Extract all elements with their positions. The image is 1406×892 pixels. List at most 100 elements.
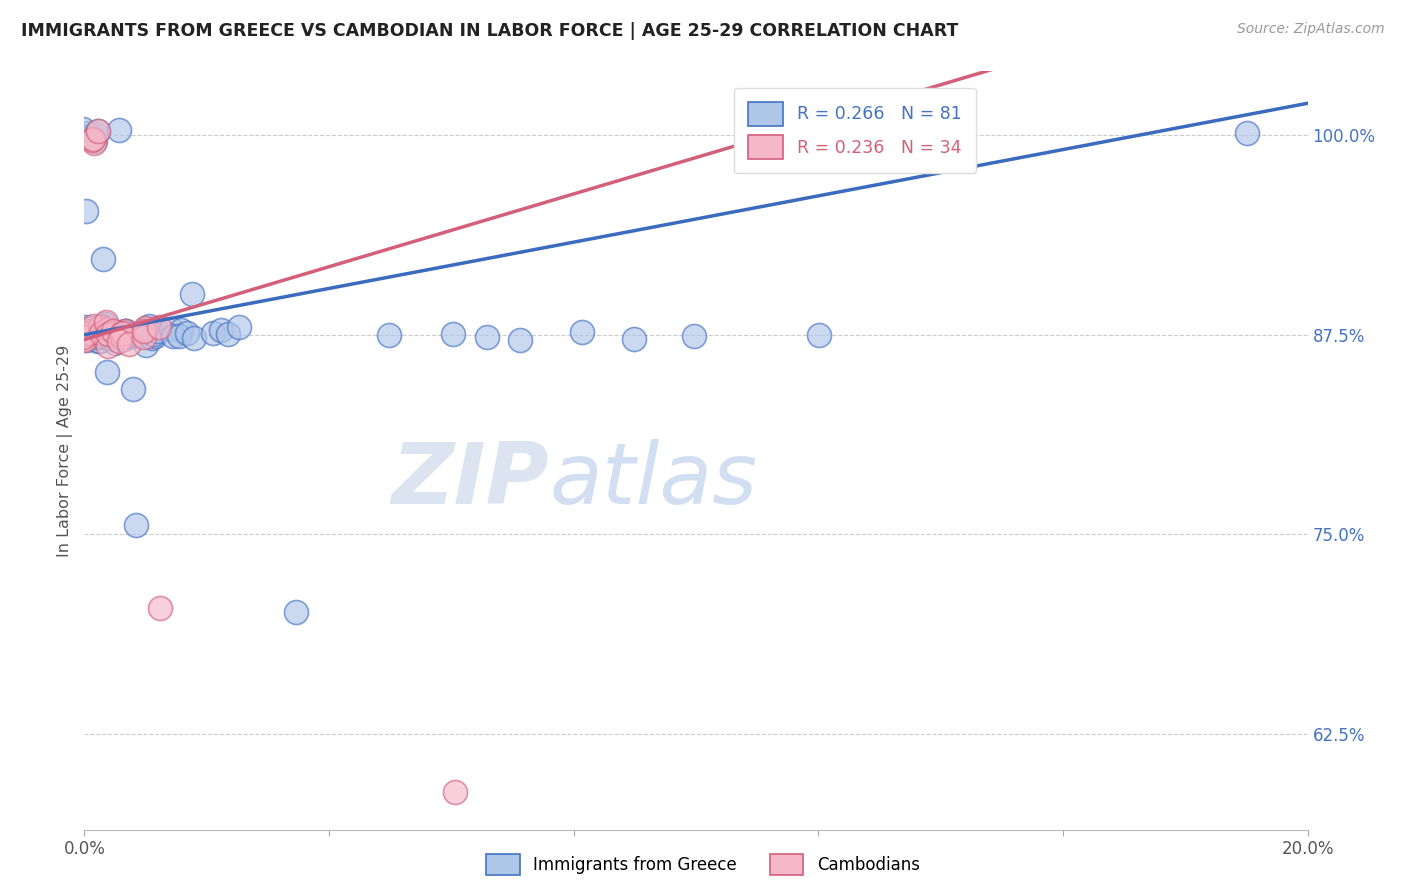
Point [75, 203, 97, 218]
Point [87, 329, 110, 343]
Point [143, 328, 166, 343]
Text: ZIP: ZIP [391, 439, 550, 523]
Point [69, 331, 91, 345]
Point [110, 327, 132, 342]
Point [125, 517, 148, 532]
Point [80, 133, 103, 147]
Text: atlas: atlas [550, 439, 758, 523]
Point [96, 315, 118, 329]
Point [84, 134, 107, 148]
Point [176, 326, 198, 340]
Point [98, 331, 121, 345]
Point [142, 327, 165, 342]
Legend: R = 0.266   N = 81, R = 0.236   N = 34: R = 0.266 N = 81, R = 0.236 N = 34 [734, 87, 976, 173]
Point [509, 333, 531, 347]
Point [135, 321, 157, 335]
Point [108, 326, 131, 341]
Point [134, 321, 156, 335]
Point [87, 334, 110, 348]
Point [285, 605, 308, 619]
Point [114, 325, 136, 339]
Point [73, 332, 96, 346]
Point [108, 331, 131, 345]
Point [80, 128, 103, 143]
Point [217, 326, 239, 341]
Point [138, 319, 160, 334]
Point [115, 324, 138, 338]
Point [122, 329, 145, 343]
Point [93, 317, 115, 331]
Point [141, 331, 163, 345]
Point [623, 332, 645, 346]
Point [97, 339, 120, 353]
Point [77, 126, 100, 140]
Point [132, 324, 155, 338]
Point [90, 330, 112, 344]
Point [378, 328, 401, 343]
Point [112, 326, 135, 341]
Point [807, 328, 830, 343]
Point [101, 324, 124, 338]
Point [183, 331, 205, 345]
Text: Source: ZipAtlas.com: Source: ZipAtlas.com [1237, 22, 1385, 37]
Point [89, 319, 111, 334]
Point [108, 123, 131, 137]
Y-axis label: In Labor Force | Age 25-29: In Labor Force | Age 25-29 [58, 344, 73, 557]
Point [91, 321, 114, 335]
Point [97, 322, 120, 336]
Point [139, 326, 162, 341]
Point [77, 328, 100, 343]
Point [98, 326, 121, 340]
Point [82, 132, 104, 146]
Point [202, 326, 225, 340]
Point [76, 331, 98, 345]
Point [96, 365, 118, 379]
Legend: Immigrants from Greece, Cambodians: Immigrants from Greece, Cambodians [478, 846, 928, 884]
Point [104, 329, 127, 343]
Point [75, 319, 97, 334]
Point [122, 382, 145, 396]
Point [72, 122, 94, 136]
Point [120, 329, 142, 343]
Point [114, 324, 136, 338]
Point [69, 328, 91, 343]
Point [145, 324, 167, 338]
Point [104, 326, 127, 340]
Point [76, 326, 98, 340]
Point [89, 334, 111, 349]
Point [149, 601, 172, 615]
Point [93, 324, 115, 338]
Point [228, 320, 250, 334]
Point [87, 124, 110, 138]
Point [475, 330, 498, 344]
Point [72, 331, 94, 345]
Point [120, 327, 142, 342]
Point [682, 329, 704, 343]
Point [135, 329, 157, 343]
Point [112, 326, 135, 340]
Point [111, 329, 134, 343]
Point [70, 329, 93, 343]
Point [118, 336, 141, 351]
Point [72, 329, 94, 343]
Point [83, 136, 105, 150]
Point [77, 326, 100, 340]
Point [571, 326, 593, 340]
Point [209, 323, 232, 337]
Point [112, 332, 135, 346]
Point [76, 324, 98, 338]
Point [97, 329, 120, 343]
Point [1236, 127, 1258, 141]
Point [84, 328, 107, 343]
Point [82, 319, 104, 334]
Point [91, 329, 114, 343]
Point [77, 129, 100, 144]
Text: IMMIGRANTS FROM GREECE VS CAMBODIAN IN LABOR FORCE | AGE 25-29 CORRELATION CHART: IMMIGRANTS FROM GREECE VS CAMBODIAN IN L… [21, 22, 959, 40]
Point [91, 329, 114, 343]
Point [79, 324, 101, 338]
Point [63, 327, 86, 342]
Point [90, 319, 112, 334]
Point [170, 323, 193, 337]
Point [86, 124, 108, 138]
Point [90, 326, 112, 340]
